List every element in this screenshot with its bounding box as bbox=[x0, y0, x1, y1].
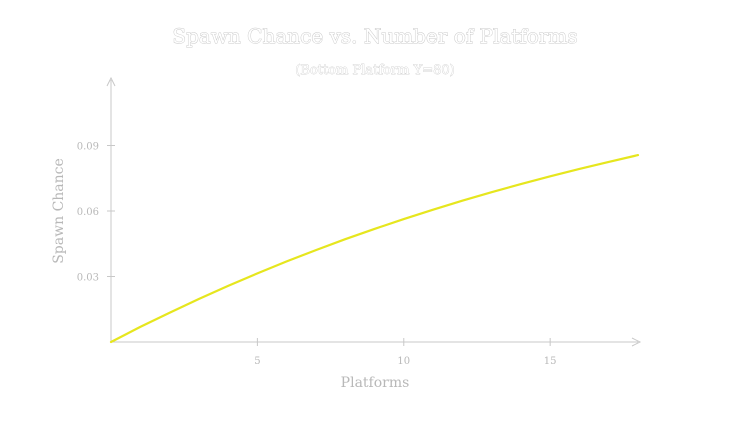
y-axis-label: Spawn Chance bbox=[51, 158, 67, 264]
x-axis-arrow bbox=[631, 337, 642, 347]
x-axis-label: Platforms bbox=[341, 375, 410, 391]
y-axis-arrow bbox=[106, 76, 116, 87]
chart-title: Spawn Chance vs. Number of Platforms bbox=[172, 24, 577, 48]
y-tick-label: 0.06 bbox=[77, 207, 99, 218]
x-ticks: 5 10 15 bbox=[254, 338, 557, 367]
x-tick-label: 5 bbox=[254, 356, 260, 367]
series-group bbox=[109, 154, 640, 344]
x-tick-label: 10 bbox=[397, 356, 410, 367]
y-ticks: 0.03 0.06 0.09 bbox=[77, 142, 115, 284]
axes bbox=[106, 76, 642, 347]
chart-subtitle: (Bottom Platform Y=80) bbox=[295, 63, 454, 78]
series-line-0 bbox=[109, 154, 640, 344]
y-tick-label: 0.03 bbox=[77, 273, 99, 284]
x-tick-label: 15 bbox=[544, 356, 557, 367]
y-tick-label: 0.09 bbox=[77, 142, 99, 153]
